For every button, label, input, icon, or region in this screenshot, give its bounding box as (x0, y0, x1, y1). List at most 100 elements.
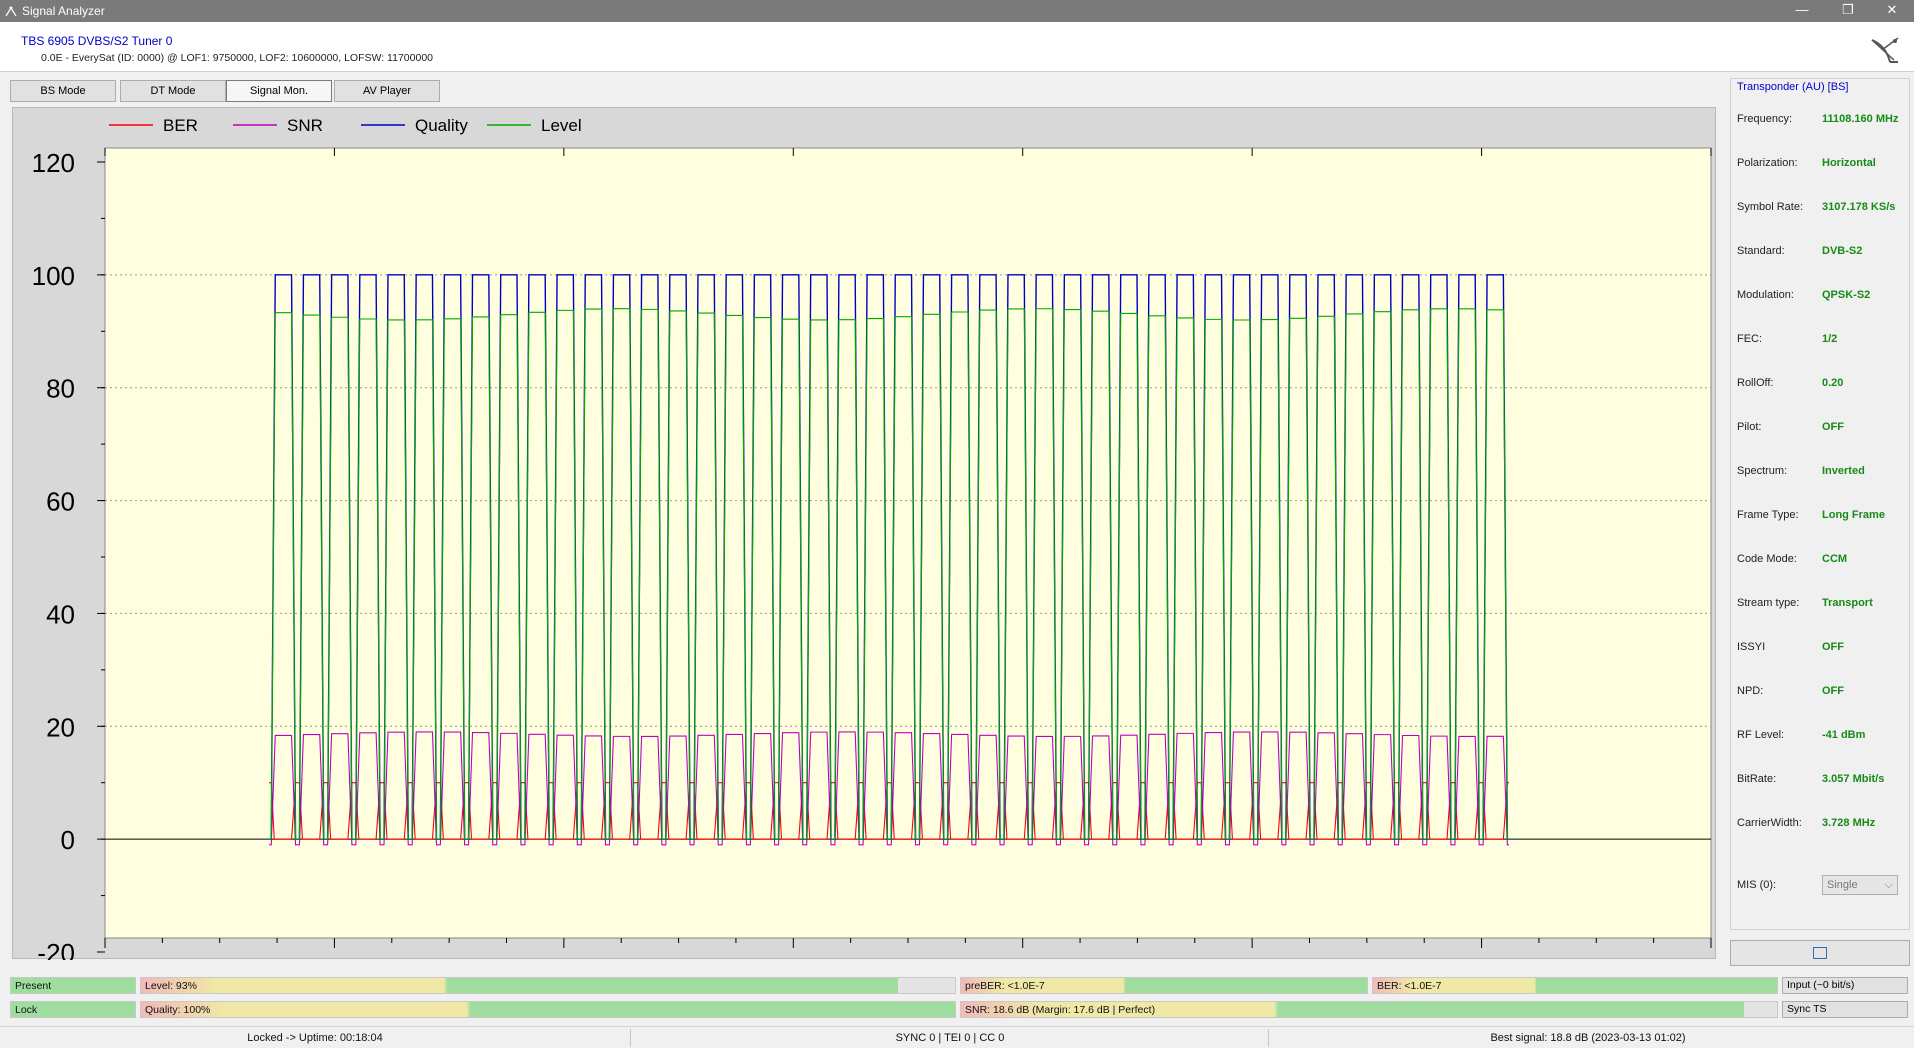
prop-value: Long Frame (1822, 509, 1885, 521)
snr-label: SNR: 18.6 dB (Margin: 17.6 dB | Perfect) (965, 1004, 1156, 1016)
window-title: Signal Analyzer (22, 4, 105, 18)
series-line-snr (269, 731, 1509, 846)
minimize-button[interactable]: — (1795, 2, 1809, 17)
prop-value: -41 dBm (1822, 729, 1866, 741)
y-axis: 120 100 80 60 40 20 0 -20 (32, 148, 1712, 960)
sync-status: SYNC 0 | TEI 0 | CC 0 (895, 1032, 1005, 1044)
prop-label: Symbol Rate: (1737, 201, 1804, 213)
prop-frequency: Frequency: 11108.160 MHz (1737, 113, 1907, 129)
best-signal-status: Best signal: 18.8 dB (2023-03-13 01:02) (1490, 1032, 1686, 1044)
tab-av-player[interactable]: AV Player (334, 80, 440, 102)
prop-value: 3.057 Mbit/s (1822, 773, 1885, 785)
prop-stream-type: Stream type: Transport (1737, 597, 1907, 613)
snr-meter: SNR: 18.6 dB (Margin: 17.6 dB | Perfect) (960, 1001, 1778, 1018)
prop-symbol-rate: Symbol Rate: 3107.178 KS/s (1737, 201, 1907, 217)
prop-label: BitRate: (1737, 773, 1777, 785)
tuner-header: TBS 6905 DVBS/S2 Tuner 0 0.0E - EverySat… (0, 22, 1914, 72)
legend-label: Level (541, 116, 582, 135)
y-tick-label: 100 (32, 261, 75, 291)
chevron-down-icon: ⌵ (1884, 879, 1893, 891)
ber-meter: BER: <1.0E-7 (1372, 977, 1778, 994)
y-tick-label: -20 (37, 938, 75, 960)
level-meter: Level: 93% (140, 977, 956, 994)
signal-chart-svg: 120 100 80 60 40 20 0 -20 BER SNR Quality Level (32, 116, 1712, 960)
panel-toggle-button[interactable] (1730, 940, 1910, 966)
prop-spectrum: Spectrum: Inverted (1737, 465, 1907, 481)
present-fill (11, 978, 135, 993)
lock-indicator: Lock (10, 1001, 136, 1018)
series-line-level (269, 308, 1509, 840)
y-tick-label: 0 (61, 825, 75, 855)
status-divider (630, 1029, 631, 1047)
prop-modulation: Modulation: QPSK-S2 (1737, 289, 1907, 305)
prop-label: RF Level: (1737, 729, 1785, 741)
prop-issyi: ISSYI OFF (1737, 641, 1907, 657)
prop-code-mode: Code Mode: CCM (1737, 553, 1907, 569)
input-button[interactable]: Input (~0 bit/s) (1782, 977, 1908, 994)
prop-label: CarrierWidth: (1737, 817, 1802, 829)
close-button[interactable]: ✕ (1886, 2, 1898, 17)
series-line-ber (269, 782, 1509, 840)
mis-row: MIS (0): Single ⌵ (1737, 875, 1907, 895)
prop-fec: FEC: 1/2 (1737, 333, 1907, 349)
y-tick-label: 60 (46, 487, 75, 517)
chart-legend: BER SNR Quality Level (109, 116, 582, 135)
status-bar: Locked -> Uptime: 00:18:04 SYNC 0 | TEI … (0, 1026, 1914, 1048)
prop-standard: Standard: DVB-S2 (1737, 245, 1907, 261)
title-bar: Signal Analyzer — ❐ ✕ (0, 0, 1914, 22)
tab-signal-mon[interactable]: Signal Mon. (226, 80, 332, 102)
legend-label: Quality (415, 116, 468, 135)
mis-select[interactable]: Single ⌵ (1822, 875, 1898, 895)
prop-value: 1/2 (1822, 333, 1838, 345)
tuner-info: 0.0E - EverySat (ID: 0000) @ LOF1: 97500… (41, 52, 433, 64)
satellite-dish-icon (1871, 37, 1899, 63)
prop-label: FEC: (1737, 333, 1763, 345)
level-fill (141, 978, 899, 993)
signal-chart: 120 100 80 60 40 20 0 -20 BER SNR Quality Level (12, 107, 1716, 960)
prop-value: 3107.178 KS/s (1822, 201, 1896, 213)
prop-label: NPD: (1737, 685, 1764, 697)
prop-label: Pilot: (1737, 421, 1762, 433)
y-tick-label: 80 (46, 374, 75, 404)
quality-fill (141, 1002, 955, 1017)
quality-meter: Quality: 100% (140, 1001, 956, 1018)
prop-pilot: Pilot: OFF (1737, 421, 1907, 437)
prop-label: Frame Type: (1737, 509, 1799, 521)
level-label: Level: 93% (145, 980, 197, 992)
mis-selected-value: Single (1827, 879, 1858, 891)
tab-dt-mode[interactable]: DT Mode (120, 80, 226, 102)
transponder-title: Transponder (AU) [BS] (1737, 81, 1849, 93)
prop-label: Frequency: (1737, 113, 1793, 125)
prop-label: Spectrum: (1737, 465, 1788, 477)
restore-button[interactable]: ❐ (1842, 2, 1854, 17)
prop-rolloff: RollOff: 0.20 (1737, 377, 1907, 393)
prop-label: Standard: (1737, 245, 1785, 257)
prop-value: OFF (1822, 685, 1844, 697)
chart-series (269, 274, 1509, 846)
prop-label: Code Mode: (1737, 553, 1797, 565)
prop-value: CCM (1822, 553, 1848, 565)
prop-value: DVB-S2 (1822, 245, 1863, 257)
prop-value: 0.20 (1822, 377, 1844, 389)
prop-value: 3.728 MHz (1822, 817, 1876, 829)
y-tick-label: 20 (46, 712, 75, 742)
prop-polarization: Polarization: Horizontal (1737, 157, 1907, 173)
sync-ts-button[interactable]: Sync TS (1782, 1001, 1908, 1018)
ber-fill (1373, 978, 1777, 993)
lock-fill (11, 1002, 135, 1017)
y-tick-label: 40 (46, 599, 75, 629)
prop-value: OFF (1822, 421, 1844, 433)
prop-value: OFF (1822, 641, 1844, 653)
preber-fill (961, 978, 1367, 993)
app-icon (5, 6, 17, 17)
y-tick-label: 120 (32, 148, 75, 178)
tab-bs-mode[interactable]: BS Mode (10, 80, 116, 102)
preber-label: preBER: <1.0E-7 (965, 980, 1045, 992)
legend-label: SNR (287, 116, 323, 135)
prop-frame-type: Frame Type: Long Frame (1737, 509, 1907, 525)
prop-value: QPSK-S2 (1822, 289, 1871, 301)
snr-fill (961, 1002, 1745, 1017)
prop-carrier-width: CarrierWidth: 3.728 MHz (1737, 817, 1907, 833)
tuner-name: TBS 6905 DVBS/S2 Tuner 0 (21, 34, 173, 48)
prop-value: Inverted (1822, 465, 1865, 477)
